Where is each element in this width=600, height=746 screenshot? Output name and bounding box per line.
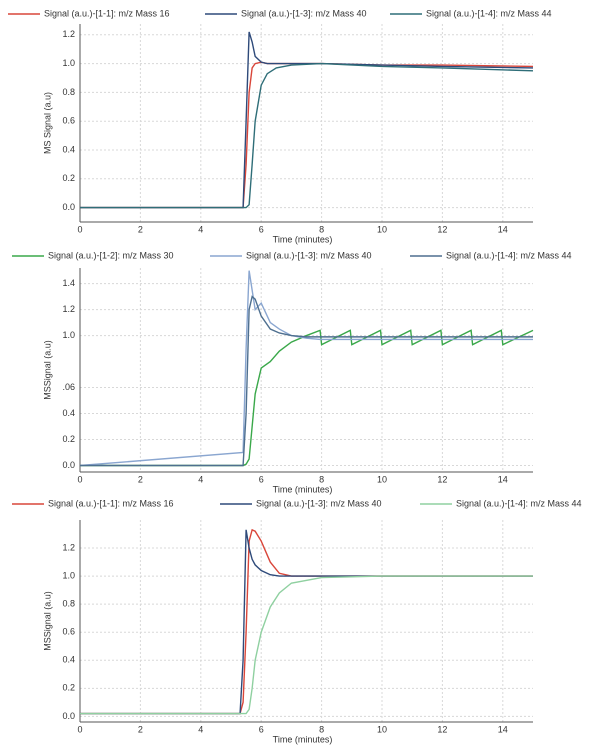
y-tick-label: 0.8 (62, 599, 75, 609)
legend-label: Signal (a.u.)-[1-2]: m/z Mass 30 (48, 250, 174, 260)
y-tick-label: 0.4 (62, 655, 75, 665)
y-tick-label: 0.0 (62, 202, 75, 212)
y-tick-label: 1.0 (62, 330, 75, 340)
x-tick-label: 0 (77, 224, 82, 234)
y-tick-label: 0.2 (62, 434, 75, 444)
x-tick-label: 0 (77, 724, 82, 734)
data-line (80, 295, 533, 467)
y-tick-label: 0.0 (62, 711, 75, 721)
x-tick-label: 4 (198, 224, 203, 234)
y-axis-label: MSSignal (a.u) (42, 340, 52, 400)
y-tick-label: 1.4 (62, 278, 75, 288)
plot-area (80, 24, 533, 222)
x-tick-label: 12 (437, 474, 447, 484)
y-axis-label: MS Signal (a.u) (42, 92, 52, 154)
legend-label: Signal (a.u.)-[1-4]: m/z Mass 44 (446, 250, 572, 260)
legend-label: Signal (a.u.)-[1-1]: m/z Mass 16 (44, 8, 170, 18)
x-axis-label: Time (minutes) (273, 484, 333, 494)
x-tick-label: 10 (377, 224, 387, 234)
x-tick-label: 10 (377, 474, 387, 484)
data-line (80, 31, 534, 209)
legend-label: Signal (a.u.)-[1-4]: m/z Mass 44 (426, 8, 552, 18)
x-tick-label: 2 (138, 224, 143, 234)
data-line (79, 270, 533, 467)
x-tick-label: 12 (437, 724, 447, 734)
y-tick-label: 1.2 (62, 29, 75, 39)
x-tick-label: 12 (437, 224, 447, 234)
y-tick-label: 1.0 (62, 58, 75, 68)
y-tick-label: 0.8 (62, 87, 75, 97)
x-tick-label: 2 (138, 474, 143, 484)
y-tick-label: 1.2 (62, 304, 75, 314)
x-tick-label: 14 (498, 474, 508, 484)
legend-label: Signal (a.u.)-[1-3]: m/z Mass 40 (256, 498, 382, 508)
y-tick-label: .06 (62, 382, 75, 392)
x-tick-label: 4 (198, 474, 203, 484)
y-tick-label: 0.2 (62, 173, 75, 183)
data-line (80, 575, 533, 715)
y-tick-label: 1.2 (62, 542, 75, 552)
x-tick-label: 6 (259, 224, 264, 234)
y-tick-label: 0.4 (62, 408, 75, 418)
y-tick-label: 1.0 (62, 570, 75, 580)
y-tick-label: 0.6 (62, 627, 75, 637)
legend-label: Signal (a.u.)-[1-3]: m/z Mass 40 (246, 250, 372, 260)
x-tick-label: 4 (198, 724, 203, 734)
legend-label: Signal (a.u.)-[1-1]: m/z Mass 16 (48, 498, 174, 508)
plot-area (80, 520, 533, 722)
data-line (80, 62, 534, 209)
x-tick-label: 14 (498, 724, 508, 734)
legend-label: Signal (a.u.)-[1-3]: m/z Mass 40 (241, 8, 367, 18)
y-tick-label: 0.2 (62, 683, 75, 693)
y-axis-label: MSSignal (a.u) (42, 591, 52, 651)
plot-area (80, 268, 533, 472)
x-axis-label: Time (minutes) (273, 234, 333, 244)
x-tick-label: 0 (77, 474, 82, 484)
x-tick-label: 8 (319, 224, 324, 234)
legend-label: Signal (a.u.)-[1-4]: m/z Mass 44 (456, 498, 582, 508)
x-tick-label: 10 (377, 724, 387, 734)
y-tick-label: 0.0 (62, 460, 75, 470)
y-tick-label: 0.6 (62, 116, 75, 126)
x-axis-label: Time (minutes) (273, 734, 333, 744)
x-tick-label: 8 (319, 474, 324, 484)
x-tick-label: 6 (259, 724, 264, 734)
x-tick-label: 8 (319, 724, 324, 734)
y-tick-label: 0.4 (62, 144, 75, 154)
x-tick-label: 2 (138, 724, 143, 734)
x-tick-label: 14 (498, 224, 508, 234)
x-tick-label: 6 (259, 474, 264, 484)
